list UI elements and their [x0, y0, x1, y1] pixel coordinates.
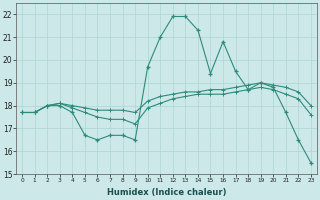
X-axis label: Humidex (Indice chaleur): Humidex (Indice chaleur) — [107, 188, 226, 197]
